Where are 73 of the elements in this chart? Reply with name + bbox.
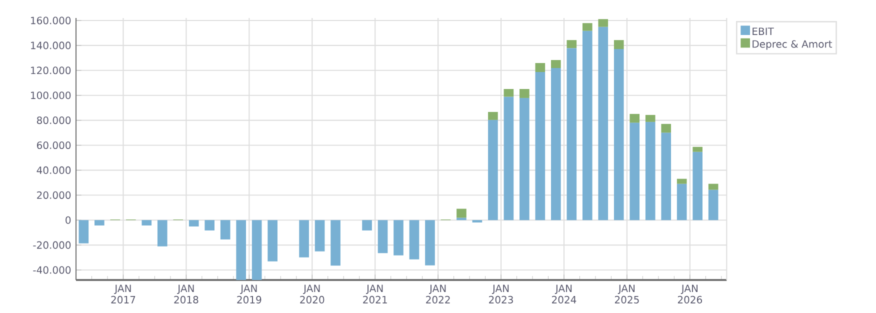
y-tick-label: 20.000 [37,191,71,199]
bar [188,220,199,226]
bar [456,208,466,218]
bar [488,120,498,220]
x-tick-label: JAN 2025 [614,284,639,304]
x-tick-label: JAN 2017 [111,284,136,304]
bar [598,19,608,27]
bar [362,220,372,230]
bar [504,88,514,97]
bar [676,178,687,184]
bar [676,184,687,220]
bar [330,220,340,266]
bar [142,220,152,226]
bar [220,220,230,240]
x-tick-label: JAN 2022 [426,284,450,304]
bar [598,26,608,220]
bar [614,49,624,220]
bar [582,23,592,31]
x-tick-label: JAN 2018 [174,284,198,304]
x-tick-label: JAN 2021 [363,284,387,304]
legend-label: Deprec & Amort [752,40,832,50]
y-tick-label: 120.000 [31,66,71,74]
bar [520,98,530,220]
bar [204,220,215,230]
y-tick-label: 140.000 [31,42,71,50]
bar [535,72,546,220]
bar [630,122,640,220]
bar [645,114,656,122]
y-tick-label: -40.000 [33,266,71,274]
bar [566,40,577,48]
bar [535,63,546,72]
bar [645,122,656,220]
bar [78,220,89,244]
y-tick-label: 40.000 [36,166,71,174]
y-tick-label: 60.000 [37,141,71,150]
bar [456,218,466,220]
bar [314,220,325,252]
x-tick-label: JAN 2026 [678,284,702,304]
x-tick-label: JAN 2024 [552,284,576,304]
bar [488,112,498,120]
bar [661,132,672,220]
bar [630,114,640,123]
bar [520,88,530,98]
y-tick-label: 100.000 [31,92,71,100]
bar [566,48,577,220]
bar [551,60,561,68]
bar [551,68,561,220]
x-tick-label: JAN 2020 [300,284,324,304]
bar [409,220,420,260]
legend-label: EBIT [752,28,774,35]
bar [252,220,262,280]
bar [425,220,435,266]
bar [504,96,514,220]
y-tick-label: 80.000 [36,116,71,124]
y-tick-label: 0 [66,216,71,224]
bar [692,146,702,152]
bar [378,220,388,254]
bar [692,152,702,220]
y-tick-label: 160.000 [31,16,71,24]
bar [708,184,718,190]
x-tick-label: JAN 2023 [489,284,513,304]
bar [299,220,309,258]
bar [268,220,278,262]
bar [236,220,246,280]
bar [94,220,104,226]
y-tick-label: -20.000 [33,241,71,249]
bar [582,30,592,220]
bar [614,40,624,50]
bar [394,220,404,256]
bar [157,220,168,246]
bar [708,190,718,220]
x-tick-label: JAN 2019 [237,284,262,304]
bar [661,124,672,133]
